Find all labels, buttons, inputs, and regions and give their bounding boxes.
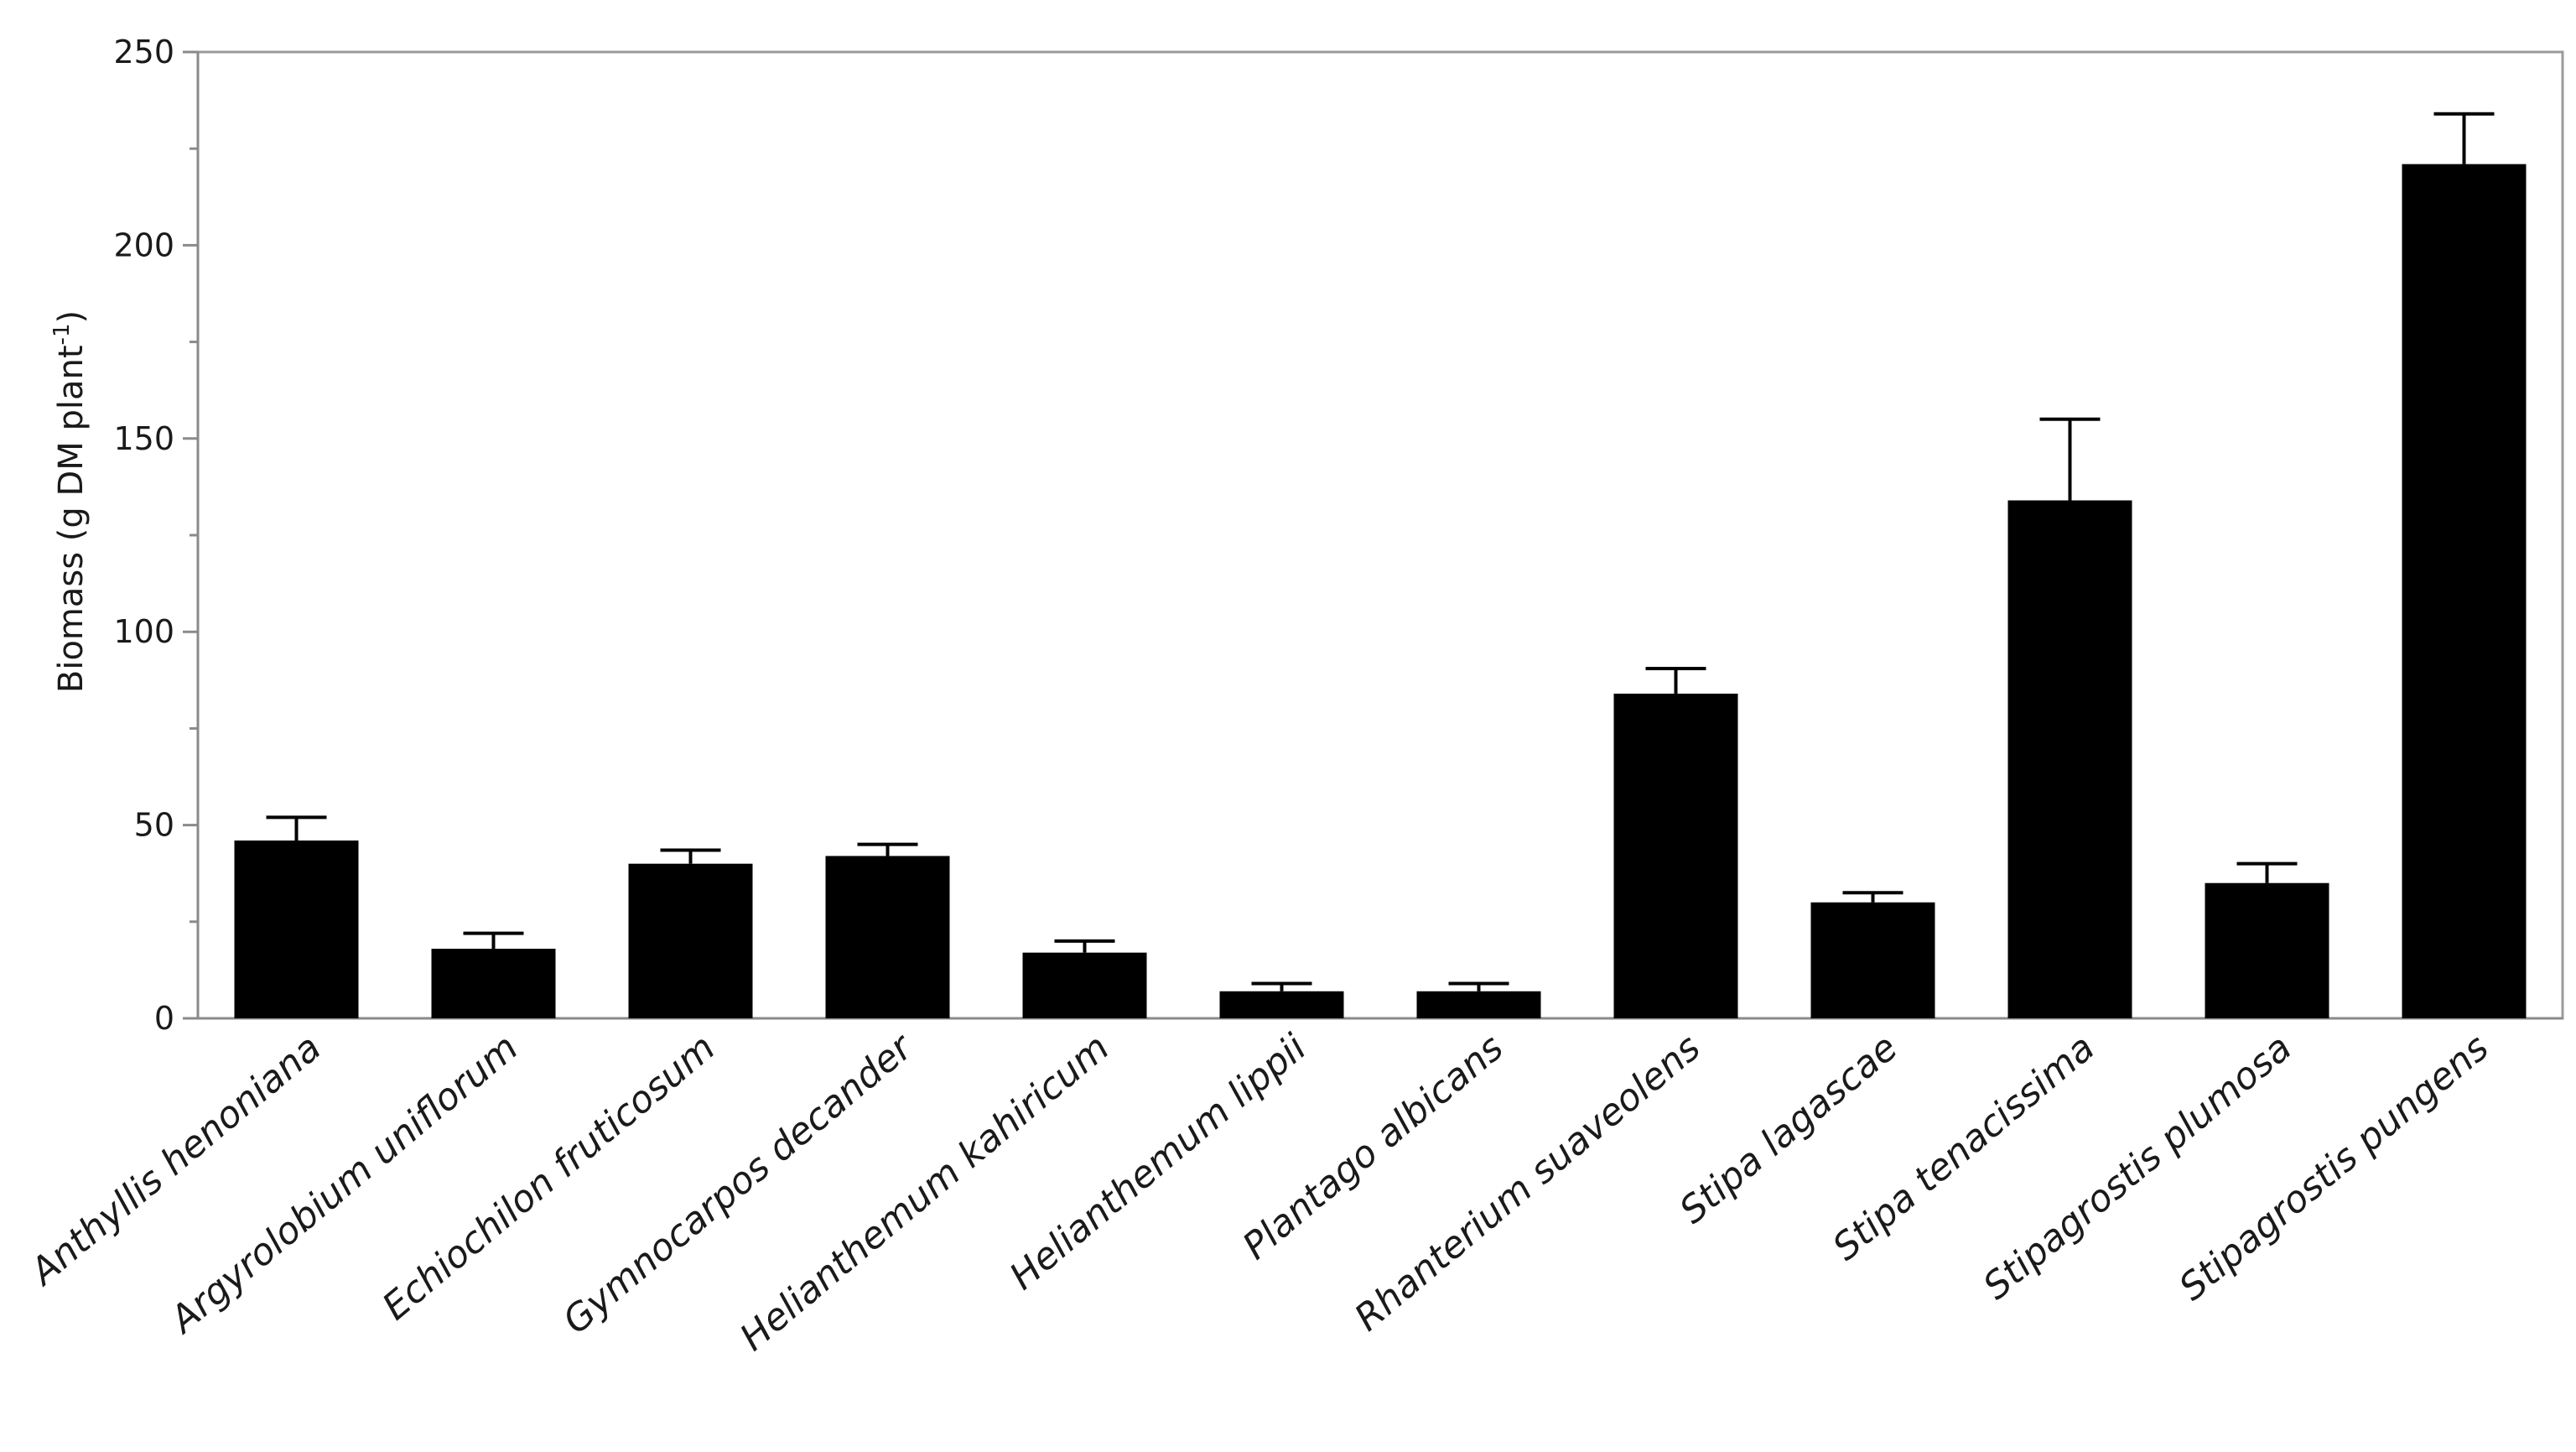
bar [2205,882,2329,1018]
y-axis-title: Biomass (g DM plant-1) [49,310,91,693]
x-category-label: Gymnocarpos decander [555,1024,922,1342]
bar [234,840,359,1018]
bar [1416,991,1541,1018]
x-category-label: Echiochilon fruticosum [375,1026,724,1329]
bar [1810,902,1935,1018]
x-category-label: Rhanterium suaveolens [1347,1026,1709,1340]
bar [2007,500,2132,1018]
bar [431,949,556,1018]
y-axis-title-suffix: ) [52,310,91,324]
y-axis-title-superscript: -1 [49,323,75,345]
x-category-label: Argyrolobium uniflorum [161,1026,527,1342]
bar [1022,952,1147,1018]
y-tick-label: 250 [113,34,174,70]
plot-frame [196,50,2564,1020]
bar [1613,693,1738,1018]
bar [2402,164,2527,1018]
y-tick-label: 200 [113,226,174,263]
y-tick-label: 0 [154,1000,174,1037]
bar [628,863,753,1018]
y-tick-label: 100 [113,613,174,650]
y-tick-label: 50 [134,807,174,844]
x-category-label: Helianthemum kahiricum [732,1026,1118,1359]
bar [825,856,950,1018]
y-tick-label: 150 [113,420,174,457]
x-category-label: Stipagrostis pungens [2171,1026,2496,1309]
bar [1219,991,1344,1018]
y-axis-title-main: Biomass (g DM plant [52,345,91,693]
